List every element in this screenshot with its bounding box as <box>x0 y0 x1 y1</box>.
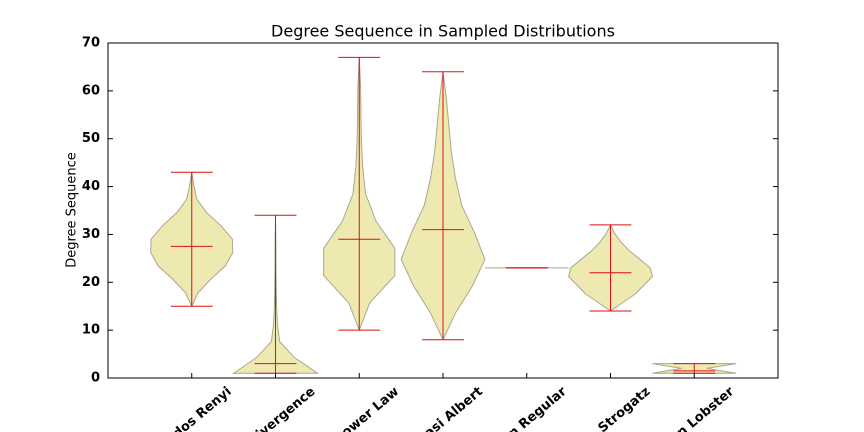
y-tick-label: 40 <box>82 179 100 194</box>
x-tick-label: dos Renyi <box>170 384 234 432</box>
y-tick-label: 70 <box>82 36 100 51</box>
x-tick-label: asi Albert <box>422 384 486 432</box>
y-tick-label: 20 <box>82 275 100 290</box>
y-tick-label: 30 <box>82 227 100 242</box>
chart-title: Degree Sequence in Sampled Distributions <box>271 22 615 41</box>
plot-frame <box>107 42 779 379</box>
y-tick-label: 0 <box>91 371 100 386</box>
y-tick-label: 60 <box>82 83 100 98</box>
x-tick-label: n Lobster <box>674 384 737 432</box>
x-tick-label: Strogatz <box>596 384 654 432</box>
y-tick-label: 10 <box>82 323 100 338</box>
y-tick-label: 50 <box>82 131 100 146</box>
x-tick-label: ivergence <box>253 384 318 432</box>
x-tick-label: n Regular <box>506 384 570 432</box>
x-tick-label: ower Law <box>339 384 402 432</box>
y-axis-label: Degree Sequence <box>65 152 80 268</box>
